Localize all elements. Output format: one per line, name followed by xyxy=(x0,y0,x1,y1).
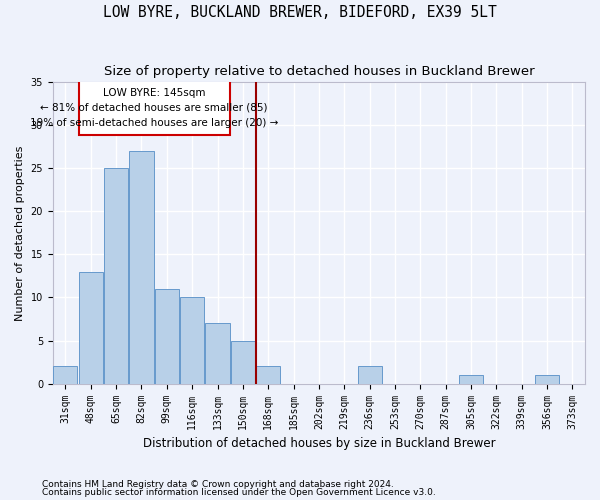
Bar xyxy=(79,272,103,384)
Bar xyxy=(256,366,280,384)
Bar xyxy=(535,375,559,384)
Bar xyxy=(53,366,77,384)
Bar xyxy=(155,289,179,384)
Text: LOW BYRE: 145sqm
← 81% of detached houses are smaller (85)
19% of semi-detached : LOW BYRE: 145sqm ← 81% of detached house… xyxy=(30,88,278,128)
Bar xyxy=(104,168,128,384)
Bar xyxy=(459,375,483,384)
Title: Size of property relative to detached houses in Buckland Brewer: Size of property relative to detached ho… xyxy=(104,65,534,78)
X-axis label: Distribution of detached houses by size in Buckland Brewer: Distribution of detached houses by size … xyxy=(143,437,495,450)
Bar xyxy=(180,298,204,384)
Y-axis label: Number of detached properties: Number of detached properties xyxy=(15,145,25,320)
Bar xyxy=(358,366,382,384)
Bar xyxy=(231,340,255,384)
Bar xyxy=(130,151,154,384)
Bar xyxy=(79,80,230,136)
Text: LOW BYRE, BUCKLAND BREWER, BIDEFORD, EX39 5LT: LOW BYRE, BUCKLAND BREWER, BIDEFORD, EX3… xyxy=(103,5,497,20)
Text: Contains HM Land Registry data © Crown copyright and database right 2024.: Contains HM Land Registry data © Crown c… xyxy=(42,480,394,489)
Text: Contains public sector information licensed under the Open Government Licence v3: Contains public sector information licen… xyxy=(42,488,436,497)
Bar xyxy=(205,324,230,384)
